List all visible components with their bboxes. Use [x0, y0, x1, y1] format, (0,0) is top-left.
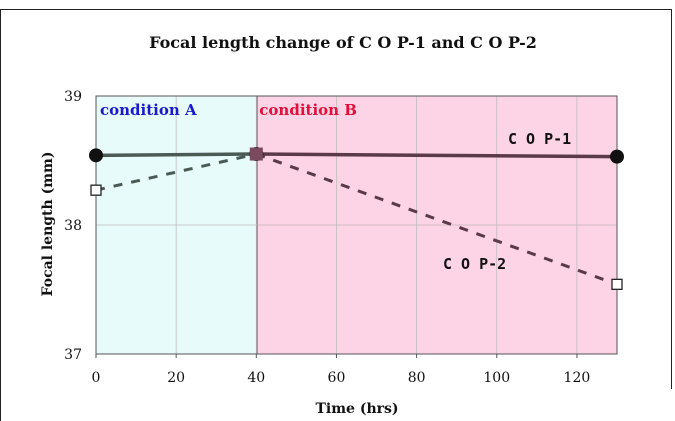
- x-tick-label-6: 120: [564, 370, 591, 386]
- x-tick-label-5: 100: [483, 370, 510, 386]
- plot-border: [95, 95, 618, 355]
- x-tick-label-4: 80: [408, 370, 426, 386]
- condition-a-label: condition A: [100, 101, 197, 119]
- series-1-point-3: [610, 149, 624, 164]
- x-axis-label: Time (hrs): [315, 401, 398, 417]
- labels-layer: condition A condition B C O P-1 C O P-2: [100, 101, 571, 273]
- series-2-point-2: [249, 147, 263, 161]
- y-tick-label-2: 39: [64, 89, 82, 105]
- condition-b-label: condition B: [259, 101, 357, 119]
- series-2-point-1: [90, 184, 102, 196]
- chart-title: Focal length change of C O P-1 and C O P…: [149, 33, 537, 52]
- ticks-layer: 0 20 40 60 80 100 120 37 38 39: [64, 89, 590, 386]
- series-1-name-label: C O P-1: [508, 130, 571, 148]
- series-1-segment-1: [95, 152, 257, 158]
- x-tick-label-0: 0: [92, 370, 101, 386]
- grid-layer: [96, 96, 617, 354]
- y-tick-label-0: 37: [64, 347, 82, 363]
- y-tick-label-1: 38: [64, 218, 82, 234]
- x-tick-label-2: 40: [247, 370, 265, 386]
- series-layer: [89, 147, 624, 290]
- y-axis-label: Focal length (mm): [40, 152, 56, 297]
- x-tick-label-3: 60: [328, 370, 346, 386]
- series-2-name-label: C O P-2: [443, 255, 506, 273]
- series-1-segment-2: [256, 152, 618, 159]
- series-1-point-1: [89, 148, 103, 163]
- series-2-point-3: [611, 278, 623, 290]
- x-tick-label-1: 20: [167, 370, 185, 386]
